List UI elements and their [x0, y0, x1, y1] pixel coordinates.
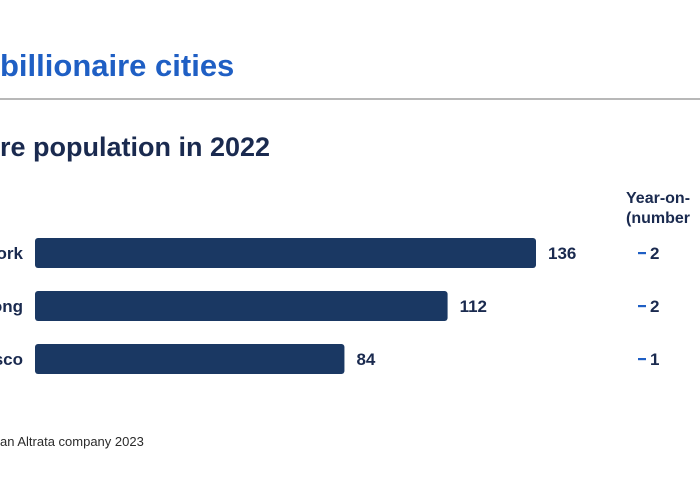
bar — [35, 344, 345, 374]
value-label: 136 — [548, 244, 576, 263]
bar — [35, 238, 536, 268]
chart-title: billionaire cities — [0, 48, 235, 83]
city-label: ork — [0, 244, 24, 263]
value-label: 112 — [460, 297, 487, 316]
yoy-minus-sign — [638, 305, 646, 308]
yoy-value: 1 — [650, 350, 659, 369]
city-label: sco — [0, 350, 23, 369]
city-label: ong — [0, 297, 23, 316]
value-label: 84 — [356, 350, 375, 369]
bar — [35, 291, 448, 321]
title-divider — [0, 98, 700, 100]
source-note: an Altrata company 2023 — [0, 434, 144, 449]
chart-subtitle: re population in 2022 — [0, 132, 271, 162]
yoy-header-line2: (number — [626, 210, 690, 227]
yoy-minus-sign — [638, 358, 646, 361]
yoy-minus-sign — [638, 252, 646, 255]
yoy-value: 2 — [650, 244, 659, 263]
yoy-header-line1: Year-on- — [626, 190, 691, 207]
yoy-value: 2 — [650, 297, 659, 316]
yoy-column-header: Year-on- (number — [626, 189, 690, 229]
